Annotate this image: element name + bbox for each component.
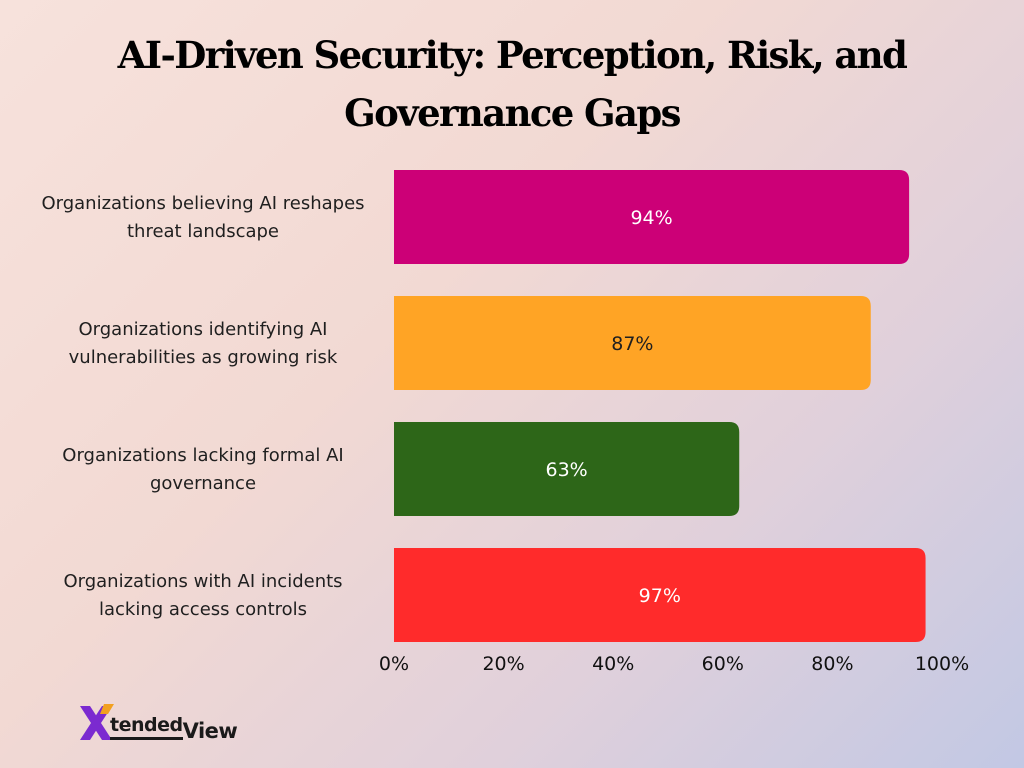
category-label-1-line-1: Organizations believing AI reshapes <box>41 193 364 214</box>
category-label-3-line-2: governance <box>150 473 256 494</box>
logo-x-mark-icon <box>80 704 114 740</box>
x-tick-label-2: 20% <box>482 653 524 675</box>
category-label-4-line-2: lacking access controls <box>99 599 307 620</box>
x-tick-label-6: 100% <box>915 653 969 675</box>
x-tick-label-1: 0% <box>379 653 409 675</box>
x-tick-label-3: 40% <box>592 653 634 675</box>
logo-x-stroke-2 <box>80 706 112 740</box>
x-tick-label-5: 80% <box>811 653 853 675</box>
bar-3 <box>394 422 740 516</box>
logo-word-2: View <box>182 719 238 743</box>
category-label-3: Organizations lacking formal AI governanc… <box>62 445 343 494</box>
bar-chart: 94% Organizations believing AI reshapes th… <box>41 170 969 675</box>
x-tick-label-4: 60% <box>702 653 744 675</box>
bar-4 <box>394 548 926 642</box>
bar-1 <box>394 170 910 264</box>
bar-value-label-4: 97% <box>639 585 681 607</box>
xtendedview-logo: tendedView <box>78 700 278 750</box>
logo-word-1: tended <box>110 714 183 740</box>
category-label-4-line-1: Organizations with AI incidents <box>63 571 342 592</box>
category-label-2-line-1: Organizations identifying AI <box>79 319 328 340</box>
bar-value-label-2: 87% <box>611 333 653 355</box>
bar-value-label-3: 63% <box>546 459 588 481</box>
category-label-4: Organizations with AI incidents lacking a… <box>63 571 342 620</box>
category-label-2-line-2: vulnerabilities as growing risk <box>69 347 338 368</box>
category-label-1: Organizations believing AI reshapes threa… <box>41 193 364 242</box>
chart-title-line-1: AI-Driven Security: Perception, Risk, an… <box>117 33 908 77</box>
category-label-2: Organizations identifying AI vulnerabilit… <box>69 319 338 368</box>
category-label-3-line-1: Organizations lacking formal AI <box>62 445 343 466</box>
category-label-1-line-2: threat landscape <box>127 221 279 242</box>
bar-value-label-1: 94% <box>630 207 672 229</box>
logo-x-accent <box>100 704 114 714</box>
bar-2 <box>394 296 871 390</box>
chart-title: AI-Driven Security: Perception, Risk, an… <box>0 26 1024 142</box>
logo-wordmark: tendedView <box>110 712 238 743</box>
chart-title-line-2: Governance Gaps <box>344 91 681 135</box>
